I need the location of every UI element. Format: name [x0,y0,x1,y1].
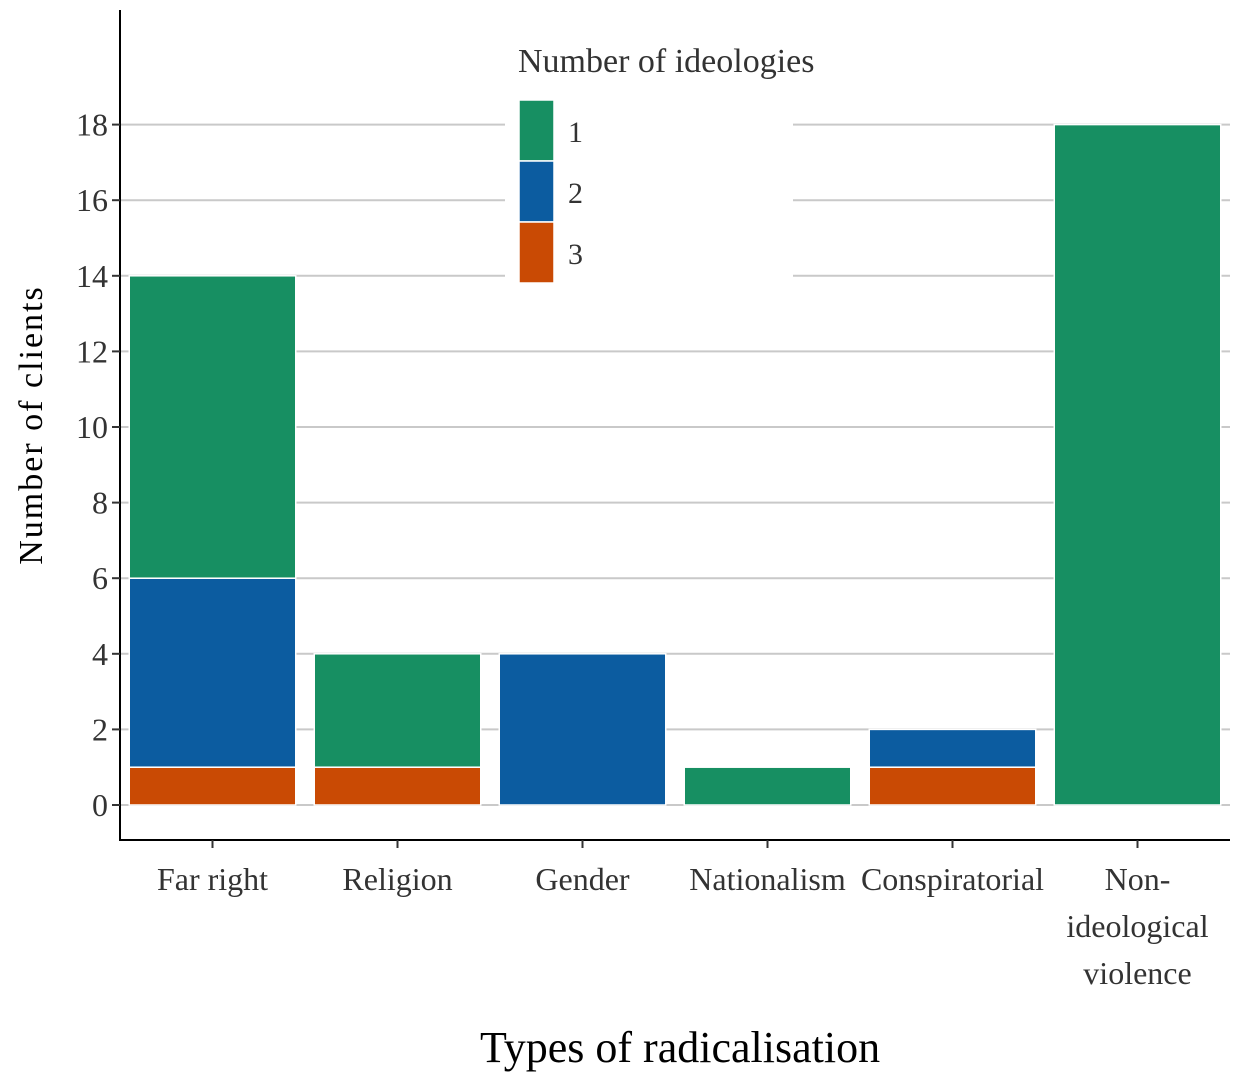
x-tick-label-nationalism: Nationalism [689,861,846,897]
bar-non-ideological-violence-ideologies-1 [1053,123,1222,806]
legend-title: Number of ideologies [518,43,815,80]
axes [119,10,1230,841]
y-tick-label-2: 2 [92,711,108,747]
legend-swatch-1 [518,99,555,162]
y-tick-label-12: 12 [76,333,108,369]
y-ticks: 0 2 4 6 8 10 12 14 16 18 [76,107,120,823]
legend-swatch-2 [518,160,555,223]
legend-label-3: 3 [568,238,583,271]
x-tick-label-gender: Gender [535,861,630,897]
bar-conspiratorial-ideologies-2 [868,728,1037,768]
y-tick-label-6: 6 [92,560,108,596]
x-axis-title: Types of radicalisation [480,1023,880,1072]
bar-far-right-ideologies-3 [128,766,297,806]
x-tick-label-religion: Religion [342,861,452,897]
bar-conspiratorial-ideologies-3 [868,766,1037,806]
y-tick-label-10: 10 [76,409,108,445]
bar-religion-ideologies-3 [313,766,482,806]
y-tick-label-0: 0 [92,787,108,823]
x-tick-label-conspiratorial: Conspiratorial [861,861,1044,897]
y-tick-label-8: 8 [92,485,108,521]
legend-items: 1 2 3 [518,99,583,284]
bar-gender-ideologies-2 [498,653,667,806]
legend-label-1: 1 [568,116,583,149]
bar-religion-ideologies-1 [313,653,482,768]
bar-far-right-ideologies-1 [128,275,297,579]
y-tick-label-18: 18 [76,107,108,143]
bar-far-right-ideologies-2 [128,577,297,768]
bar-nationalism-ideologies-1 [683,766,852,806]
bars [128,123,1222,806]
legend-label-2: 2 [568,177,583,210]
legend-swatch-3 [518,221,555,284]
legend: Number of ideologies 1 2 3 [505,28,815,290]
x-tick-label-non-ideological-violence: Non-ideological violence [1066,861,1208,991]
y-axis-title: Number of clients [13,285,50,565]
y-tick-label-4: 4 [92,636,108,672]
x-ticks: Far right Religion Gender Nationalism Conspi… [157,840,1209,991]
x-tick-label-far-right: Far right [157,861,268,897]
y-tick-label-16: 16 [76,182,108,218]
y-tick-label-14: 14 [76,258,108,294]
